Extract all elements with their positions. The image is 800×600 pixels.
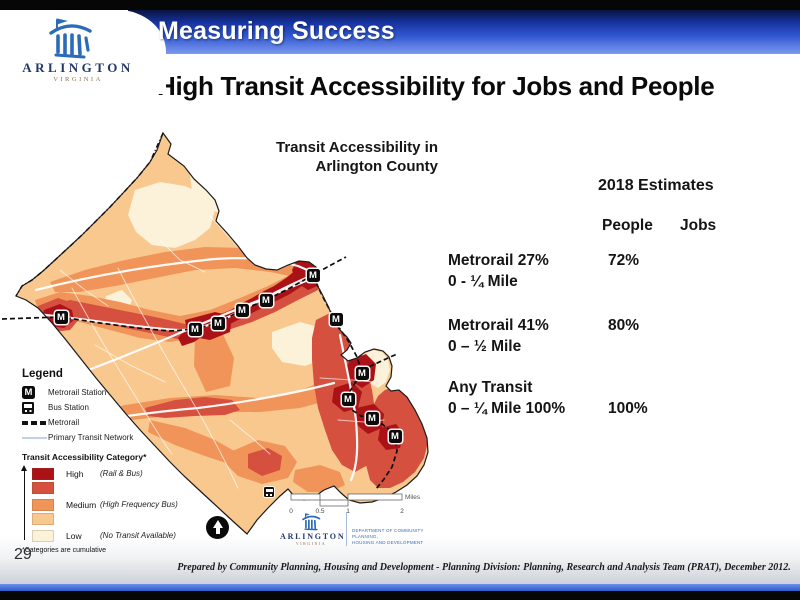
swatch-high2	[32, 481, 54, 494]
county-outline	[15, 131, 429, 535]
stat-row-sublabel: 0 – ¼ Mile 100%	[448, 400, 566, 417]
arlington-logo-tab: ARLINGTON VIRGINIA	[0, 10, 166, 94]
stat-row-label: Any Transit	[448, 379, 533, 396]
footer-black-strip	[0, 591, 800, 600]
swatch-low	[32, 529, 54, 542]
map-title: Transit Accessibility in Arlington Count…	[275, 139, 438, 175]
metro-station-marker: M	[211, 316, 225, 330]
virginia-logo-text: VIRGINIA	[53, 76, 103, 83]
map-credit-logo: ARLINGTON VIRGINIA	[280, 512, 344, 546]
map-credit: ARLINGTON VIRGINIA DEPARTMENT OF COMMUNI…	[280, 512, 430, 546]
column-header-jobs: Jobs	[680, 217, 717, 234]
category-low: Low (No Transit Available)	[32, 529, 178, 542]
scale-tick-0: 0	[289, 508, 293, 515]
legend-title: Legend	[22, 368, 63, 380]
bus-station-marker	[264, 487, 274, 497]
top-black-bar	[0, 0, 800, 10]
primary-transit-network-icon	[22, 436, 47, 439]
footer-credit: Prepared by Community Planning, Housing …	[177, 562, 791, 573]
stat-row-sublabel: 0 – ½ Mile	[448, 338, 522, 355]
footer-gradient	[0, 536, 800, 584]
stat-row-sublabel: 0 - ¼ Mile	[448, 273, 518, 290]
column-header-people: People	[602, 217, 653, 234]
metro-station-marker: M	[54, 310, 68, 324]
legend-item-metrorail: Metrorail	[22, 415, 178, 430]
metrorail-line-icon	[22, 420, 46, 425]
header-band	[128, 10, 800, 54]
scale-tick-2: 2	[400, 508, 404, 515]
metro-station-marker: M	[188, 322, 202, 336]
category-rows: High (Rail & Bus) Medium (High Frequency…	[20, 465, 178, 542]
county-boundary-dashed	[15, 132, 164, 297]
map-legend: Legend M Metrorail Station Bus Station M…	[20, 368, 178, 554]
stats-panel: 2018 Estimates People Jobs Metrorail 27%…	[440, 120, 800, 440]
swatch-medium	[32, 498, 54, 511]
map-credit-dept: DEPARTMENT OF COMMUNITY PLANNING, HOUSIN…	[346, 512, 430, 546]
arlington-county-map	[1, 131, 429, 535]
category-high: High (Rail & Bus)	[32, 467, 178, 480]
secondary-roads	[59, 215, 385, 489]
metro-station-marker: M	[388, 429, 402, 443]
legend-item-metrorail-station: M Metrorail Station	[22, 385, 178, 400]
category-title: Transit Accessibility Category*	[22, 452, 147, 462]
map-area: Transit Accessibility in Arlington Count…	[0, 120, 440, 572]
stat-row-value: 100%	[608, 400, 648, 417]
swatch-medium2	[32, 512, 54, 525]
legend-item-primary-transit-network: Primary Transit Network	[22, 430, 178, 445]
cumulative-arrow-icon	[20, 465, 27, 540]
arlington-building-icon	[49, 18, 92, 59]
scale-unit: Miles	[405, 494, 421, 501]
stats-heading: 2018 Estimates	[598, 177, 714, 194]
category-medium2	[32, 512, 178, 525]
north-arrow-icon	[206, 516, 229, 539]
category-high2	[32, 481, 178, 494]
metro-station-marker: M	[355, 366, 369, 380]
metrorail-station-icon: M	[22, 386, 35, 399]
bus-station-icon	[22, 401, 34, 414]
page-number: 29	[14, 546, 32, 563]
header-title: Measuring Success	[158, 17, 395, 45]
footer-blue-strip	[0, 584, 800, 591]
scale-tick-1: 1	[346, 508, 350, 515]
legend-item-bus-station: Bus Station	[22, 400, 178, 415]
scale-tick-05: 0.5	[315, 508, 324, 515]
stat-row-value: 80%	[608, 317, 640, 334]
slide-title: High Transit Accessibility for Jobs and …	[157, 71, 715, 101]
category-medium: Medium (High Frequency Bus)	[32, 498, 178, 511]
metro-station-marker: M	[306, 268, 320, 282]
swatch-high	[32, 467, 54, 480]
metro-station-marker: M	[365, 411, 379, 425]
stat-row-value: 72%	[608, 252, 640, 269]
arlington-logo-text: ARLINGTON	[22, 60, 134, 75]
scale-bar: 0 0.5 1 2 Miles	[289, 493, 421, 515]
metro-station-marker: M	[235, 303, 249, 317]
metro-station-marker: M	[341, 392, 355, 406]
arlington-building-icon-small	[302, 513, 321, 531]
metro-station-marker: M	[259, 293, 273, 307]
legend-footnote: *Categories are cumulative	[22, 547, 107, 554]
stat-row-label: Metrorail 27%	[448, 252, 549, 269]
metro-station-marker: M	[329, 312, 343, 326]
stat-row-label: Metrorail 41%	[448, 317, 549, 334]
